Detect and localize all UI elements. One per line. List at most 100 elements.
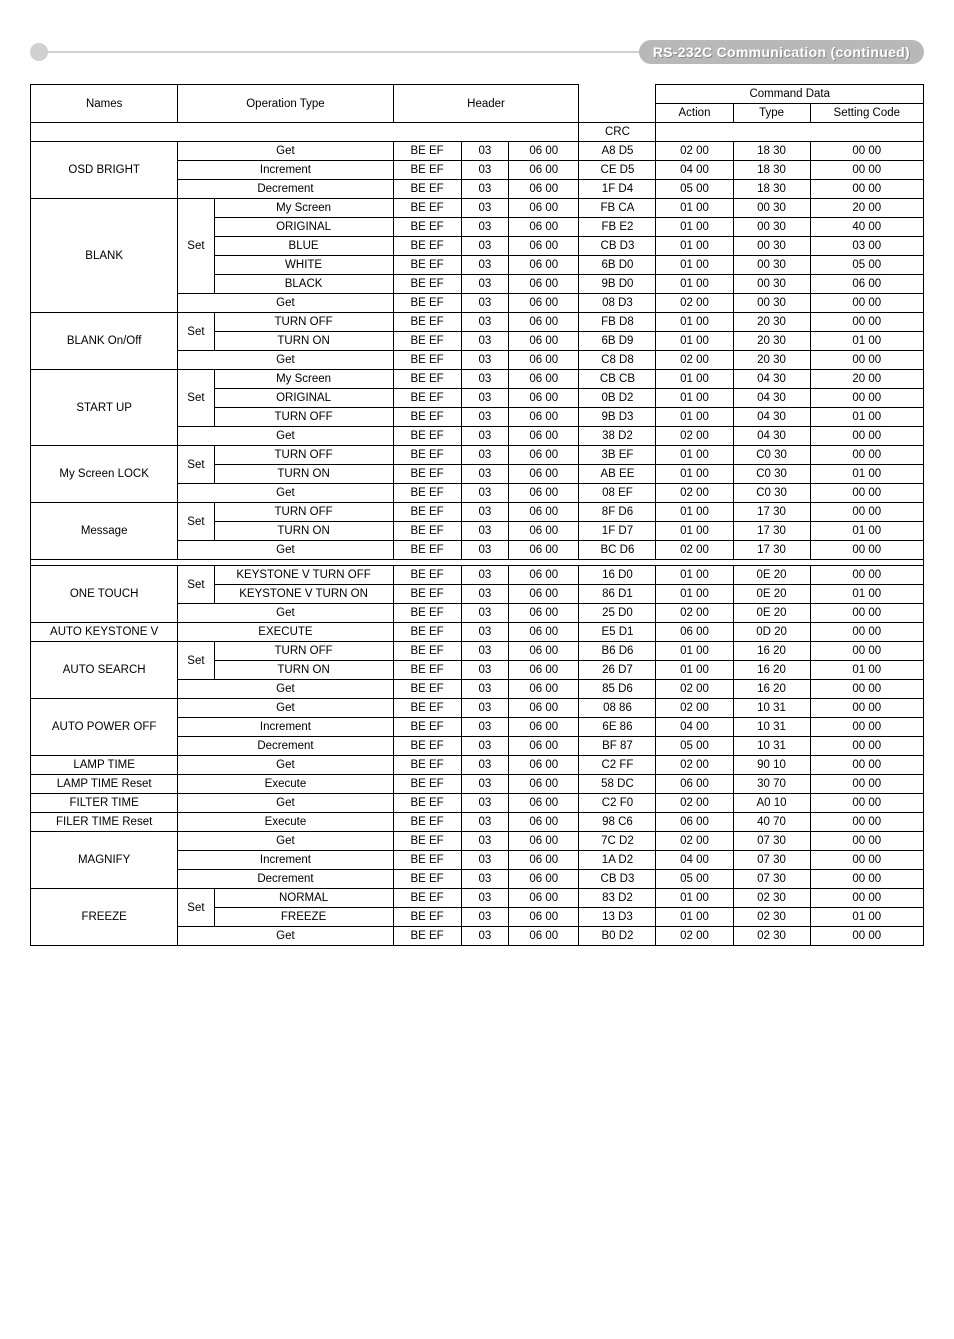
header3-cell: 06 00 bbox=[509, 275, 579, 294]
col-header: Header bbox=[393, 85, 579, 123]
action-cell: 01 00 bbox=[656, 313, 733, 332]
operation-set-cell: Set bbox=[178, 566, 214, 604]
header1-cell: BE EF bbox=[393, 813, 461, 832]
type-cell: 00 30 bbox=[733, 199, 810, 218]
setting-cell: 00 00 bbox=[810, 832, 923, 851]
operation-cell: ORIGINAL bbox=[214, 218, 393, 237]
setting-cell: 00 00 bbox=[810, 503, 923, 522]
header2-cell: 03 bbox=[461, 199, 509, 218]
action-cell: 05 00 bbox=[656, 870, 733, 889]
action-cell: 02 00 bbox=[656, 484, 733, 503]
name-cell: START UP bbox=[31, 370, 178, 446]
type-cell: 00 30 bbox=[733, 237, 810, 256]
operation-cell: TURN ON bbox=[214, 332, 393, 351]
action-cell: 01 00 bbox=[656, 503, 733, 522]
header1-cell: BE EF bbox=[393, 889, 461, 908]
type-cell: 0D 20 bbox=[733, 623, 810, 642]
setting-cell: 00 00 bbox=[810, 389, 923, 408]
header3-cell: 06 00 bbox=[509, 718, 579, 737]
header3-cell: 06 00 bbox=[509, 522, 579, 541]
operation-cell: TURN OFF bbox=[214, 408, 393, 427]
name-cell: FREEZE bbox=[31, 889, 178, 946]
crc-cell: A8 D5 bbox=[579, 142, 656, 161]
crc-cell: 13 D3 bbox=[579, 908, 656, 927]
crc-cell: B6 D6 bbox=[579, 642, 656, 661]
setting-cell: 40 00 bbox=[810, 218, 923, 237]
header2-cell: 03 bbox=[461, 275, 509, 294]
crc-cell: 1F D4 bbox=[579, 180, 656, 199]
setting-cell: 00 00 bbox=[810, 794, 923, 813]
header1-cell: BE EF bbox=[393, 737, 461, 756]
header1-cell: BE EF bbox=[393, 332, 461, 351]
col-command-data: Command Data bbox=[656, 85, 924, 104]
name-cell: OSD BRIGHT bbox=[31, 142, 178, 199]
header3-cell: 06 00 bbox=[509, 775, 579, 794]
table-row: ONE TOUCHSetKEYSTONE V TURN OFFBE EF0306… bbox=[31, 566, 924, 585]
setting-cell: 05 00 bbox=[810, 256, 923, 275]
setting-cell: 00 00 bbox=[810, 851, 923, 870]
action-cell: 01 00 bbox=[656, 237, 733, 256]
action-cell: 04 00 bbox=[656, 161, 733, 180]
setting-cell: 00 00 bbox=[810, 484, 923, 503]
operation-set-cell: Set bbox=[178, 889, 214, 927]
operation-cell: KEYSTONE V TURN OFF bbox=[214, 566, 393, 585]
type-cell: 18 30 bbox=[733, 161, 810, 180]
operation-cell: Decrement bbox=[178, 737, 393, 756]
table-row: MessageSetTURN OFFBE EF0306 008F D601 00… bbox=[31, 503, 924, 522]
setting-cell: 20 00 bbox=[810, 370, 923, 389]
setting-cell: 01 00 bbox=[810, 585, 923, 604]
crc-cell: FB CA bbox=[579, 199, 656, 218]
action-cell: 02 00 bbox=[656, 756, 733, 775]
type-cell: 0E 20 bbox=[733, 604, 810, 623]
header3-cell: 06 00 bbox=[509, 389, 579, 408]
table-body: OSD BRIGHTGetBE EF0306 00A8 D502 0018 30… bbox=[31, 142, 924, 946]
col-crc: CRC bbox=[579, 123, 656, 142]
header2-cell: 03 bbox=[461, 218, 509, 237]
setting-cell: 00 00 bbox=[810, 813, 923, 832]
crc-cell: 08 EF bbox=[579, 484, 656, 503]
operation-cell: Get bbox=[178, 794, 393, 813]
crc-cell: 6E 86 bbox=[579, 718, 656, 737]
header3-cell: 06 00 bbox=[509, 604, 579, 623]
header1-cell: BE EF bbox=[393, 313, 461, 332]
operation-cell: Execute bbox=[178, 775, 393, 794]
header1-cell: BE EF bbox=[393, 908, 461, 927]
header1-cell: BE EF bbox=[393, 199, 461, 218]
header3-cell: 06 00 bbox=[509, 503, 579, 522]
action-cell: 01 00 bbox=[656, 465, 733, 484]
operation-cell: TURN ON bbox=[214, 661, 393, 680]
operation-set-cell: Set bbox=[178, 313, 214, 351]
header2-cell: 03 bbox=[461, 908, 509, 927]
header3-cell: 06 00 bbox=[509, 813, 579, 832]
operation-cell: EXECUTE bbox=[178, 623, 393, 642]
action-cell: 01 00 bbox=[656, 332, 733, 351]
table-row: START UPSetMy ScreenBE EF0306 00CB CB01 … bbox=[31, 370, 924, 389]
action-cell: 01 00 bbox=[656, 370, 733, 389]
type-cell: C0 30 bbox=[733, 446, 810, 465]
operation-cell: Get bbox=[178, 427, 393, 446]
header3-cell: 06 00 bbox=[509, 351, 579, 370]
setting-cell: 01 00 bbox=[810, 522, 923, 541]
operation-cell: BLUE bbox=[214, 237, 393, 256]
setting-cell: 00 00 bbox=[810, 718, 923, 737]
header3-cell: 06 00 bbox=[509, 756, 579, 775]
header1-cell: BE EF bbox=[393, 585, 461, 604]
header2-cell: 03 bbox=[461, 737, 509, 756]
table-row: OSD BRIGHTGetBE EF0306 00A8 D502 0018 30… bbox=[31, 142, 924, 161]
header3-cell: 06 00 bbox=[509, 541, 579, 560]
page-title: RS-232C Communication (continued) bbox=[639, 40, 924, 64]
action-cell: 02 00 bbox=[656, 142, 733, 161]
setting-cell: 00 00 bbox=[810, 775, 923, 794]
type-cell: 04 30 bbox=[733, 389, 810, 408]
crc-cell: 58 DC bbox=[579, 775, 656, 794]
operation-cell: BLACK bbox=[214, 275, 393, 294]
type-cell: 17 30 bbox=[733, 503, 810, 522]
header1-cell: BE EF bbox=[393, 446, 461, 465]
operation-cell: TURN OFF bbox=[214, 503, 393, 522]
header2-cell: 03 bbox=[461, 813, 509, 832]
operation-cell: TURN OFF bbox=[214, 642, 393, 661]
name-cell: AUTO POWER OFF bbox=[31, 699, 178, 756]
type-cell: 02 30 bbox=[733, 927, 810, 946]
setting-cell: 00 00 bbox=[810, 142, 923, 161]
setting-cell: 00 00 bbox=[810, 351, 923, 370]
